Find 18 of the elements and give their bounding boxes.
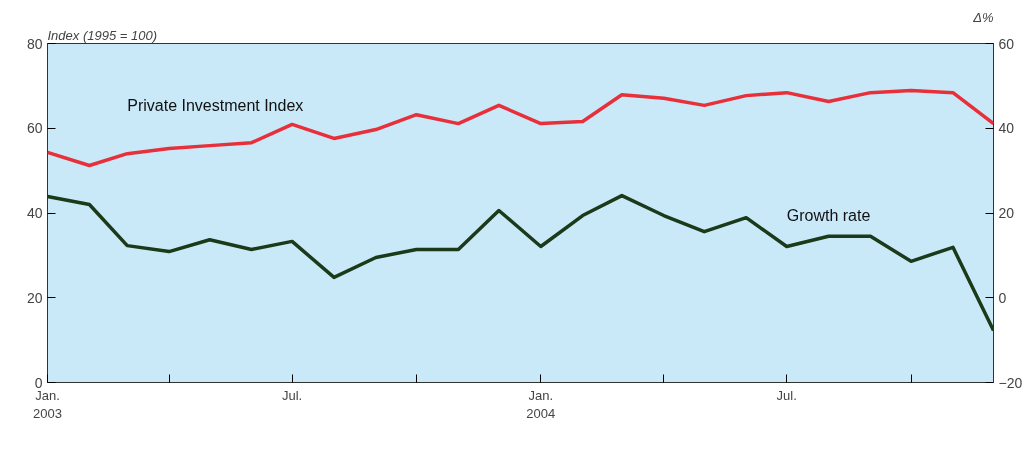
x-tick-label: Jul. xyxy=(281,387,303,403)
series-label: Private Investment Index xyxy=(127,96,304,114)
y2-axis-title: Δ% xyxy=(972,9,994,25)
series-label: Growth rate xyxy=(786,207,871,225)
line-series xyxy=(47,193,994,333)
y2-tick-label: 0 xyxy=(998,289,1007,306)
y2-tick-label: 20 xyxy=(998,205,1015,221)
y2-tick-label: 60 xyxy=(998,35,1015,52)
y-tick-label: 40 xyxy=(26,205,43,221)
y2-tick-label: −20 xyxy=(998,374,1023,391)
x-tick-label: Jul. xyxy=(776,387,797,403)
y-tick-label: 80 xyxy=(26,35,43,52)
y-tick-label: 20 xyxy=(26,289,43,306)
y2-tick-label: 40 xyxy=(998,120,1015,137)
x-tick-label: Jan. 2004 xyxy=(526,387,556,421)
line-series xyxy=(47,88,994,168)
y-axis-title: Index (1995 = 100) xyxy=(47,27,157,43)
y-tick-label: 60 xyxy=(26,120,43,137)
